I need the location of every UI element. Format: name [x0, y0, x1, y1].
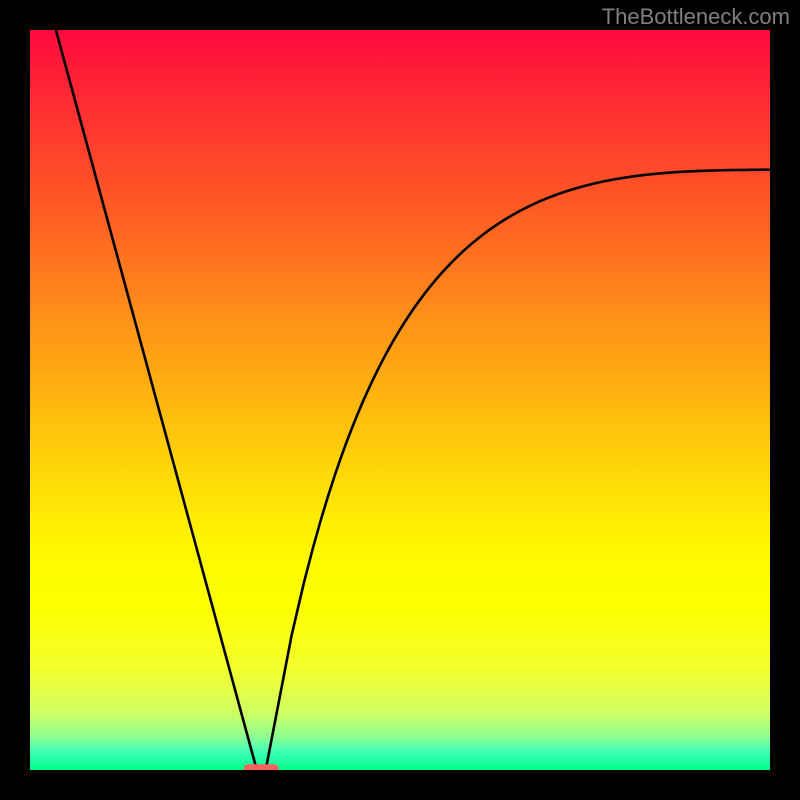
notch-marker [244, 764, 279, 770]
plot-area [30, 30, 770, 770]
watermark-text: TheBottleneck.com [602, 4, 790, 30]
plot-svg [30, 30, 770, 770]
chart-frame: TheBottleneck.com [0, 0, 800, 800]
gradient-background [30, 30, 770, 770]
